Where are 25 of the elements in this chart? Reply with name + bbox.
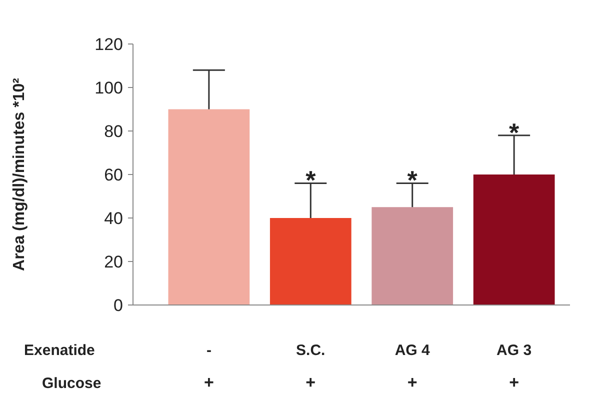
x-tick-label: - [206, 342, 212, 359]
y-tick-label: 40 [104, 208, 123, 228]
text: + [509, 373, 520, 392]
x-tick-label: S.C. [296, 342, 326, 359]
y-tick-label: 120 [94, 34, 123, 54]
text: + [306, 373, 316, 392]
bar [372, 207, 454, 305]
bar [270, 218, 352, 305]
text: + [407, 373, 418, 392]
y-tick-label: 100 [94, 78, 123, 98]
bar [168, 109, 250, 305]
annotation: * [509, 117, 520, 148]
x-tick-label: AG 4 [394, 342, 431, 359]
x-tick-label: AG 3 [496, 342, 532, 359]
text: Exenatide [24, 342, 95, 359]
y-tick-label: 60 [104, 165, 123, 184]
y-axis-title: Area (mg/dl)/minutes *10² [11, 78, 28, 271]
annotation: * [306, 165, 317, 196]
y-tick-label: 80 [104, 122, 123, 141]
annotation: * [407, 165, 418, 196]
y-tick-label: 0 [114, 296, 123, 315]
text: Glucose [42, 375, 102, 392]
text: + [204, 373, 214, 392]
bar [473, 174, 555, 305]
y-tick-label: 20 [104, 252, 123, 272]
